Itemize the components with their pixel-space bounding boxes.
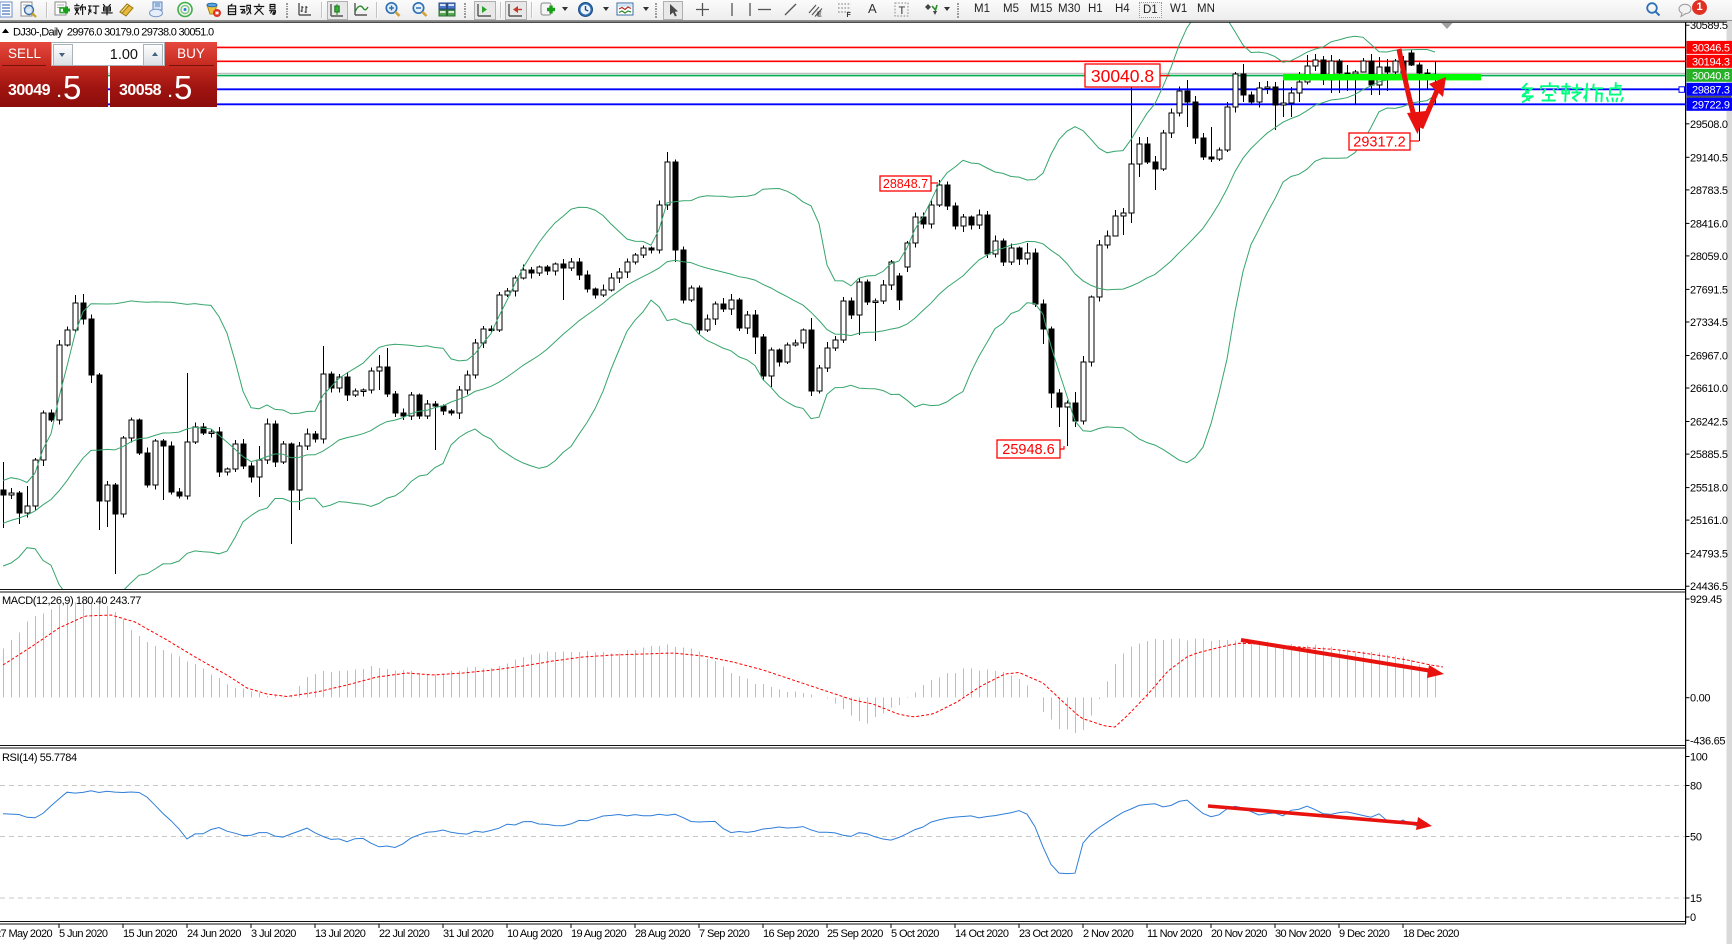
svg-text:15 Jun 2020: 15 Jun 2020 <box>123 928 177 940</box>
svg-text:100: 100 <box>1690 752 1708 764</box>
svg-text:929.45: 929.45 <box>1690 594 1722 606</box>
svg-text:27 May 2020: 27 May 2020 <box>0 928 52 940</box>
svg-text:28783.5: 28783.5 <box>1690 185 1728 197</box>
svg-text:18 Dec 2020: 18 Dec 2020 <box>1403 928 1459 940</box>
svg-text:29508.0: 29508.0 <box>1690 119 1728 131</box>
svg-text:2 Nov 2020: 2 Nov 2020 <box>1083 928 1134 940</box>
svg-text:19 Aug 2020: 19 Aug 2020 <box>571 928 627 940</box>
svg-text:25885.5: 25885.5 <box>1690 449 1728 461</box>
svg-text:30194.3: 30194.3 <box>1692 56 1730 68</box>
svg-text:5 Jun 2020: 5 Jun 2020 <box>59 928 108 940</box>
svg-text:24436.5: 24436.5 <box>1690 581 1728 593</box>
svg-text:26242.5: 26242.5 <box>1690 417 1728 429</box>
svg-text:30040.8: 30040.8 <box>1091 66 1154 86</box>
svg-text:15: 15 <box>1690 893 1702 905</box>
svg-text:0.00: 0.00 <box>1690 693 1710 705</box>
svg-text:25 Sep 2020: 25 Sep 2020 <box>827 928 883 940</box>
svg-text:-436.65: -436.65 <box>1690 735 1725 747</box>
svg-text:26610.0: 26610.0 <box>1690 383 1728 395</box>
svg-text:30040.8: 30040.8 <box>1692 70 1730 82</box>
svg-text:80: 80 <box>1690 781 1702 793</box>
svg-text:30346.5: 30346.5 <box>1692 42 1730 54</box>
svg-text:28848.7: 28848.7 <box>883 177 928 191</box>
svg-text:22 Jul 2020: 22 Jul 2020 <box>379 928 430 940</box>
svg-text:27691.5: 27691.5 <box>1690 284 1728 296</box>
svg-text:DJ30-,Daily 29976.0 30179.0 2: DJ30-,Daily 29976.0 30179.0 29738.0 3005… <box>13 27 214 39</box>
svg-text:25161.0: 25161.0 <box>1690 515 1728 527</box>
svg-text:28059.0: 28059.0 <box>1690 251 1728 263</box>
svg-text:14 Oct 2020: 14 Oct 2020 <box>955 928 1009 940</box>
svg-text:25948.6: 25948.6 <box>1002 442 1054 458</box>
svg-text:T: T <box>899 5 906 17</box>
svg-text:F: F <box>847 12 852 18</box>
svg-text:MACD(12,26,9) 180.40 243.77: MACD(12,26,9) 180.40 243.77 <box>2 595 141 607</box>
svg-text:9 Dec 2020: 9 Dec 2020 <box>1339 928 1390 940</box>
svg-text:3 Jul 2020: 3 Jul 2020 <box>251 928 296 940</box>
svg-text:23 Oct 2020: 23 Oct 2020 <box>1019 928 1073 940</box>
svg-text:0: 0 <box>1690 912 1696 924</box>
svg-text:28416.0: 28416.0 <box>1690 218 1728 230</box>
svg-text:27334.5: 27334.5 <box>1690 317 1728 329</box>
svg-text:50: 50 <box>1690 832 1702 844</box>
svg-text:RSI(14) 55.7784: RSI(14) 55.7784 <box>2 752 77 764</box>
svg-text:29317.2: 29317.2 <box>1353 135 1405 151</box>
svg-text:20 Nov 2020: 20 Nov 2020 <box>1211 928 1267 940</box>
svg-text:13 Jul 2020: 13 Jul 2020 <box>315 928 366 940</box>
svg-text:29887.3: 29887.3 <box>1692 84 1730 96</box>
svg-text:25518.0: 25518.0 <box>1690 483 1728 495</box>
svg-text:24793.5: 24793.5 <box>1690 549 1728 561</box>
svg-text:11 Nov 2020: 11 Nov 2020 <box>1147 928 1202 940</box>
svg-text:29722.9: 29722.9 <box>1692 99 1730 111</box>
svg-text:16 Sep 2020: 16 Sep 2020 <box>763 928 819 940</box>
svg-text:28 Aug 2020: 28 Aug 2020 <box>635 928 691 940</box>
svg-text:24 Jun 2020: 24 Jun 2020 <box>187 928 241 940</box>
svg-text:31 Jul 2020: 31 Jul 2020 <box>443 928 494 940</box>
svg-text:5 Oct 2020: 5 Oct 2020 <box>891 928 939 940</box>
svg-text:30589.5: 30589.5 <box>1690 20 1728 32</box>
svg-text:30 Nov 2020: 30 Nov 2020 <box>1275 928 1331 940</box>
svg-text:7 Sep 2020: 7 Sep 2020 <box>699 928 750 940</box>
svg-text:29140.5: 29140.5 <box>1690 152 1728 164</box>
svg-text:10 Aug 2020: 10 Aug 2020 <box>507 928 563 940</box>
svg-text:26967.0: 26967.0 <box>1690 351 1728 363</box>
svg-text:E: E <box>817 12 822 19</box>
